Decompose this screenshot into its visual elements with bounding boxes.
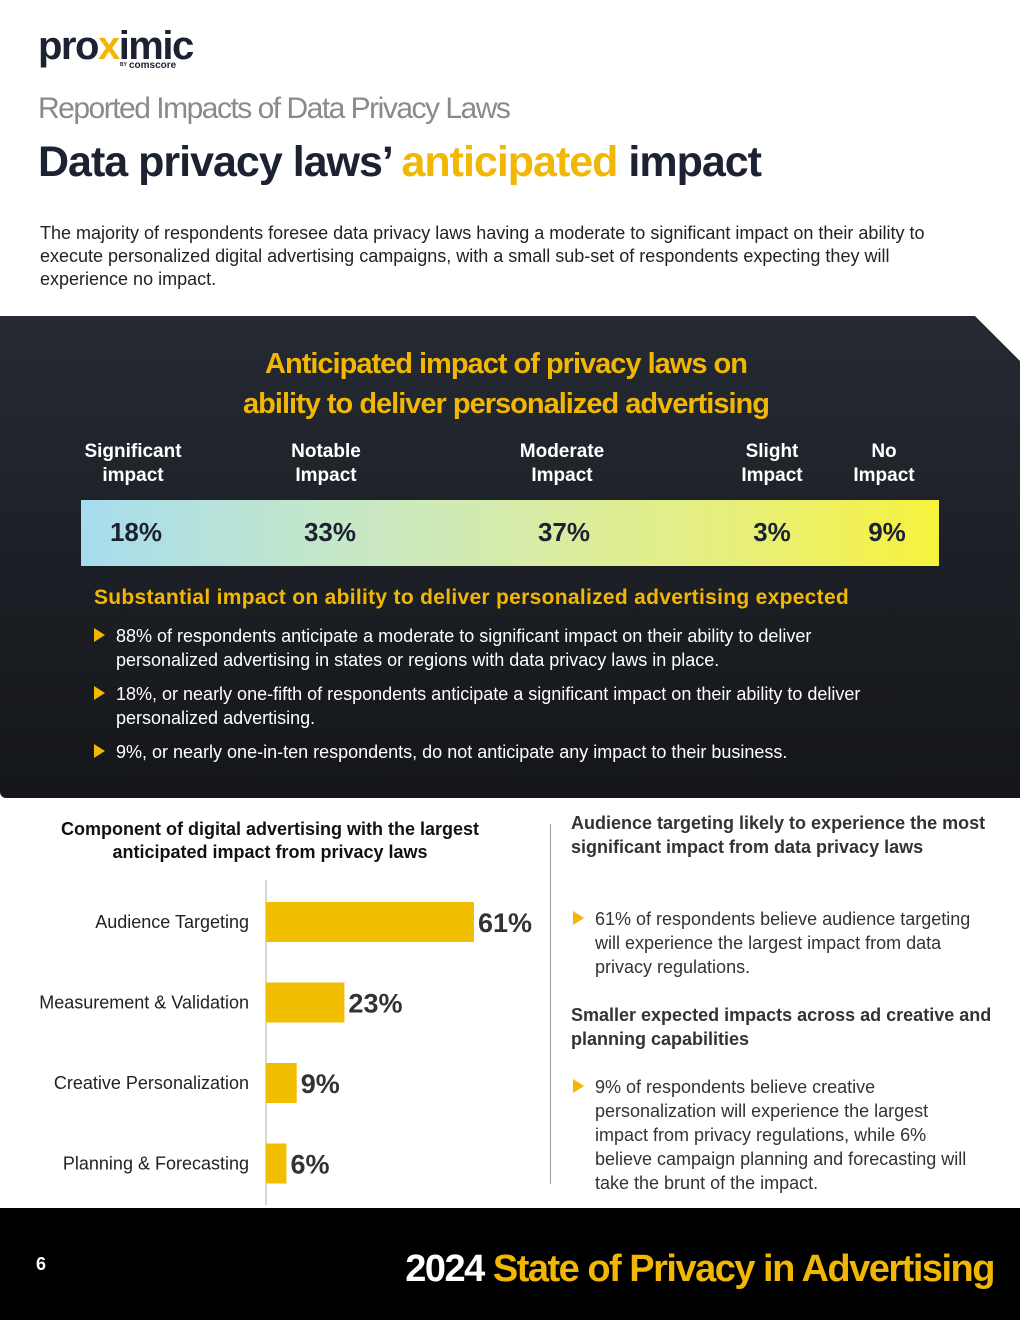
component-impact-bar-chart: Audience Targeting 61% Measurement & Valid… — [39, 880, 532, 1205]
right-heading-smaller-impacts: Smaller expected impacts across ad creat… — [571, 1005, 992, 1049]
right-heading-targeting: Audience targeting likely to experience … — [571, 813, 986, 857]
chart-value-label: 23% — [348, 989, 402, 1019]
scale-label-slight: Slight Impact — [741, 441, 803, 486]
intro-paragraph: The majority of respondents foresee data… — [40, 223, 925, 289]
scale-value-none: 9% — [868, 517, 906, 547]
triangle-bullet-icon — [94, 686, 105, 700]
impact-gradient-bar — [81, 500, 939, 566]
chart-bar — [266, 902, 474, 942]
right-bullet-targeting: 61% of respondents believe audience targ… — [573, 907, 983, 979]
scale-label-moderate: Moderate Impact — [519, 441, 605, 486]
page-number: 6 — [36, 1254, 47, 1274]
scale-value-slight: 3% — [753, 517, 791, 547]
chart-value-label: 6% — [290, 1150, 329, 1180]
chart-value-label: 9% — [301, 1069, 340, 1099]
scale-value-moderate: 37% — [537, 517, 591, 547]
chart-value-label: 61% — [478, 908, 532, 938]
chart-bar — [266, 1143, 287, 1184]
scale-label-none: No Impact — [853, 441, 915, 486]
panel-subheading: Substantial impact on ability to deliver… — [94, 586, 850, 609]
chart-category-label: Measurement & Validation — [39, 993, 249, 1013]
chart-title: Component of digital advertising with th… — [60, 819, 480, 862]
page-headline: Data privacy laws’ anticipated impact — [38, 138, 762, 186]
chart-bar — [266, 1063, 297, 1103]
panel-bullet: 18%, or nearly one-fifth of respondents … — [94, 682, 914, 730]
panel-title: Anticipated impact of privacy laws on ab… — [243, 348, 770, 420]
scale-label-notable: Notable Impact — [291, 441, 361, 486]
logo-wordmark: proximic — [38, 24, 194, 68]
proximic-logo: proximic BY comscore — [38, 26, 208, 74]
report-title: 2024 State of Privacy in Advertising — [405, 1248, 995, 1290]
footer-bar — [0, 1208, 1020, 1320]
triangle-bullet-icon — [94, 628, 105, 642]
chart-category-label: Planning & Forecasting — [63, 1154, 249, 1174]
section-kicker: Reported Impacts of Data Privacy Laws — [38, 92, 511, 125]
column-divider — [550, 824, 551, 1184]
scale-label-significant: Significant impact — [84, 441, 182, 486]
logo-byline: BY comscore — [120, 60, 177, 71]
right-bullet-creative: 9% of respondents believe creative perso… — [573, 1075, 983, 1195]
scale-value-significant: 18% — [109, 517, 163, 547]
scale-value-notable: 33% — [303, 517, 357, 547]
triangle-bullet-icon — [573, 1079, 584, 1093]
chart-category-label: Creative Personalization — [54, 1073, 249, 1093]
triangle-bullet-icon — [573, 911, 584, 925]
chart-bar — [266, 982, 345, 1023]
panel-bullet: 88% of respondents anticipate a moderate… — [94, 624, 914, 672]
chart-category-label: Audience Targeting — [95, 912, 249, 932]
panel-bullet: 9%, or nearly one-in-ten respondents, do… — [94, 740, 914, 764]
triangle-bullet-icon — [94, 744, 105, 758]
